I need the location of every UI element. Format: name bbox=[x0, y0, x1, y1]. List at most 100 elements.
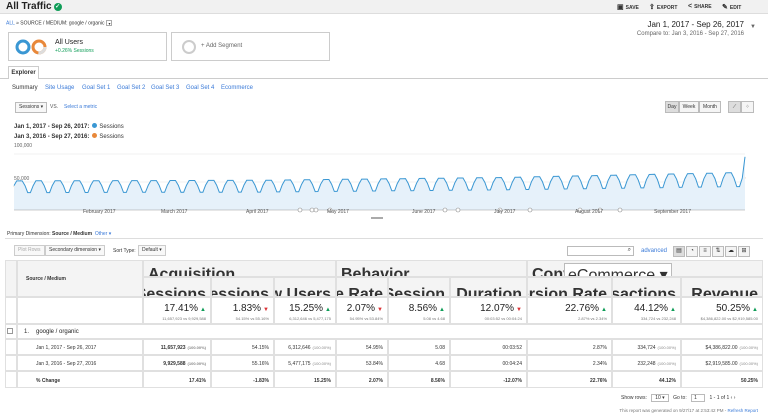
cell-value: 8.56% bbox=[430, 377, 445, 384]
annotation-marker bbox=[617, 207, 623, 213]
metric-select[interactable]: Sessions ▾ bbox=[15, 102, 47, 113]
date-range-primary[interactable]: Jan 1, 2017 - Sep 26, 2017 bbox=[647, 20, 744, 29]
totals-value: 12.07% ▼ bbox=[480, 303, 522, 314]
column-header[interactable]: Ecommerce Conversion Rate bbox=[527, 277, 612, 297]
verified-check-icon: ✓ bbox=[53, 3, 62, 11]
prev-page-icon[interactable]: ‹ bbox=[730, 395, 733, 401]
day-button[interactable]: Day bbox=[665, 101, 679, 113]
percentage-view-icon[interactable]: ◔ bbox=[686, 246, 698, 257]
column-header[interactable]: Avg. Session Duration bbox=[450, 277, 527, 297]
totals-value: 44.12% ▲ bbox=[634, 303, 676, 314]
save-button[interactable]: ▣ SAVE bbox=[617, 4, 639, 11]
rows-select[interactable]: 10 ▾ bbox=[651, 394, 669, 402]
arrow-up-icon: ▲ bbox=[601, 307, 607, 313]
column-header[interactable]: New Users bbox=[274, 277, 336, 297]
subrow-label-cell: Jan 1, 2017 - Sep 26, 2017 bbox=[17, 339, 143, 355]
comparison-view-icon[interactable]: ⇅ bbox=[712, 246, 724, 257]
dimension-other-link[interactable]: Other ▾ bbox=[94, 231, 112, 237]
annotation-marker bbox=[327, 207, 333, 213]
subnav-goal-set-1[interactable]: Goal Set 1 bbox=[82, 85, 111, 91]
share-button[interactable]: < SHARE bbox=[688, 3, 712, 10]
cell-value: 2.07% bbox=[368, 377, 383, 384]
chart-resize-handle[interactable] bbox=[371, 217, 383, 219]
column-header[interactable]: % New Sessions bbox=[211, 277, 274, 297]
annotation-marker bbox=[577, 207, 583, 213]
segment-all-users[interactable]: All Users +0.26% Sessions bbox=[8, 32, 167, 61]
primary-dimension: Primary Dimension: Source / Medium Other… bbox=[7, 231, 112, 237]
column-header[interactable]: Pages / Session bbox=[388, 277, 450, 297]
cell-value: 232,248 (100.00%) bbox=[637, 361, 676, 367]
cell-value: 22.76% bbox=[590, 377, 607, 384]
column-header[interactable]: Sessions bbox=[143, 277, 211, 297]
pivot-view-icon[interactable]: ⊞ bbox=[738, 246, 750, 257]
x-tick-label: March 2017 bbox=[161, 209, 188, 215]
week-button[interactable]: Week bbox=[679, 101, 699, 113]
series-area-current bbox=[14, 156, 745, 210]
column-header-label: Revenue bbox=[691, 286, 758, 297]
column-header-label: New Users bbox=[275, 286, 331, 297]
add-segment-button[interactable]: + Add Segment bbox=[171, 32, 330, 61]
first-col-label[interactable]: Source / Medium bbox=[26, 276, 67, 282]
save-icon: ▣ bbox=[617, 4, 624, 11]
subnav-goal-set-3[interactable]: Goal Set 3 bbox=[151, 85, 180, 91]
totals-value: 2.07% ▼ bbox=[346, 303, 383, 314]
column-header[interactable]: Revenue bbox=[681, 277, 763, 297]
column-header[interactable]: Transactions bbox=[612, 277, 681, 297]
goto-page-input[interactable]: 1 bbox=[691, 394, 706, 402]
dimension-source-medium[interactable]: Source / Medium bbox=[52, 231, 93, 237]
subnav-ecommerce[interactable]: Ecommerce bbox=[221, 85, 254, 91]
cell-value: 6,312,646 (100.00%) bbox=[288, 345, 331, 351]
breadcrumb-all-link[interactable]: ALL bbox=[6, 20, 15, 27]
table-cell: 54.95% bbox=[336, 339, 388, 355]
sort-type-select[interactable]: Default ▾ bbox=[138, 245, 166, 256]
select-metric-link[interactable]: Select a metric bbox=[64, 104, 98, 110]
arrow-up-icon: ▲ bbox=[325, 307, 331, 313]
term-cloud-icon[interactable]: ☁ bbox=[725, 246, 737, 257]
y-tick-label: 50,000 bbox=[14, 176, 30, 182]
table-cell: -1.83% bbox=[211, 371, 274, 388]
month-button[interactable]: Month bbox=[699, 101, 721, 113]
line-chart-icon[interactable]: ⟋ bbox=[728, 101, 741, 113]
tab-explorer[interactable]: Explorer bbox=[8, 66, 39, 79]
data-view-icon[interactable]: ▤ bbox=[673, 246, 685, 257]
cell-percent: (100.00%) bbox=[739, 345, 758, 350]
export-button[interactable]: ⇪ EXPORT bbox=[649, 4, 678, 11]
column-header[interactable]: Bounce Rate bbox=[336, 277, 388, 297]
cell-value: 9,929,588 (100.00%) bbox=[163, 361, 206, 367]
date-range-compare[interactable]: Compare to: Jan 3, 2016 - Sep 27, 2016 bbox=[636, 31, 744, 37]
arrow-up-icon: ▲ bbox=[752, 307, 758, 313]
performance-view-icon[interactable]: ≡ bbox=[699, 246, 711, 257]
totals-cell: 50.25% ▲ $4,386,822.00 vs $2,919,585.00 bbox=[681, 297, 763, 324]
table-search-input[interactable]: ⌕ bbox=[567, 246, 634, 256]
edit-button[interactable]: ✎ EDIT bbox=[722, 4, 742, 11]
legend-current: Jan 1, 2017 - Sep 26, 2017: Sessions bbox=[14, 123, 124, 130]
y-tick-label: 100,000 bbox=[14, 143, 33, 149]
cell-value: 54.15% bbox=[252, 345, 269, 351]
plot-rows-button[interactable]: Plot Rows bbox=[14, 245, 45, 256]
subnav-summary[interactable]: Summary bbox=[12, 85, 38, 91]
table-cell: 44.12% bbox=[612, 371, 681, 388]
subnav-goal-set-2[interactable]: Goal Set 2 bbox=[117, 85, 146, 91]
conversions-type-select[interactable]: eCommerce ▾ bbox=[564, 263, 672, 276]
series-line-current bbox=[13, 156, 746, 194]
secondary-dimension-select[interactable]: Secondary dimension ▾ bbox=[45, 245, 105, 256]
advanced-filter-link[interactable]: advanced bbox=[641, 248, 668, 254]
cell-percent: (100.00%) bbox=[657, 345, 676, 350]
group-acquisition: Acquisition bbox=[143, 260, 336, 277]
motion-chart-icon[interactable]: ⁘ bbox=[741, 101, 754, 113]
totals-compare: 2.87% vs 2.34% bbox=[578, 316, 607, 321]
subnav-site-usage[interactable]: Site Usage bbox=[45, 85, 75, 91]
row-checkbox[interactable] bbox=[7, 328, 13, 334]
subnav-goal-set-4[interactable]: Goal Set 4 bbox=[186, 85, 215, 91]
x-tick-label: April 2017 bbox=[246, 209, 269, 215]
row-label[interactable]: google / organic bbox=[36, 329, 79, 335]
column-header-label: % New Sessions bbox=[212, 286, 269, 297]
next-page-icon[interactable]: › bbox=[733, 395, 736, 401]
chevron-down-icon[interactable]: ▾ bbox=[106, 20, 113, 26]
cell-value: 5,477,175 (100.00%) bbox=[288, 361, 331, 367]
refresh-report-link[interactable]: Refresh Report bbox=[727, 408, 758, 413]
totals-value: 8.56% ▲ bbox=[408, 303, 445, 314]
cell-percent: (100.00%) bbox=[312, 361, 331, 366]
date-dropdown-icon[interactable]: ▼ bbox=[750, 24, 756, 30]
table-cell: 4.68 bbox=[388, 355, 450, 371]
